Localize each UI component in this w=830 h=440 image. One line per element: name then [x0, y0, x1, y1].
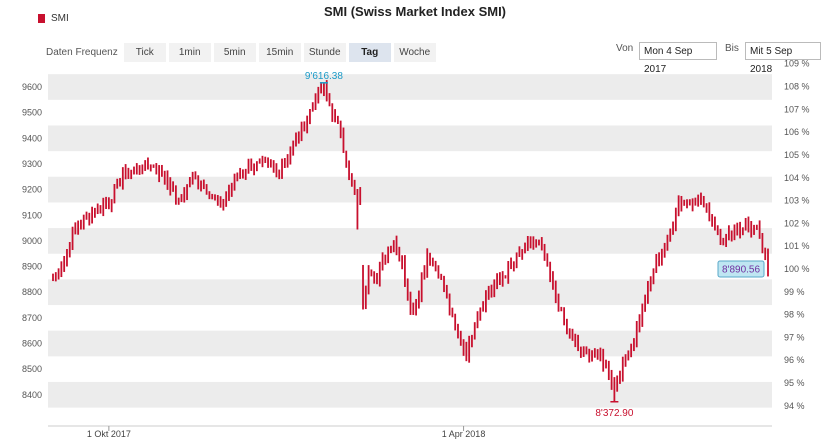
legend[interactable]: SMI	[38, 13, 69, 24]
y2-tick-label: 106 %	[784, 127, 810, 137]
y2-tick-label: 105 %	[784, 150, 810, 160]
y2-tick-label: 94 %	[784, 401, 805, 411]
freq-button-tick[interactable]: Tick	[123, 43, 166, 62]
y-tick-label: 9600	[22, 82, 42, 92]
y-tick-label: 9000	[22, 236, 42, 246]
y-tick-label: 8800	[22, 287, 42, 297]
y2-tick-label: 96 %	[784, 355, 805, 365]
y-tick-label: 9100	[22, 210, 42, 220]
y2-tick-label: 108 %	[784, 82, 810, 92]
last-value-box	[717, 260, 765, 278]
y-tick-label: 8700	[22, 313, 42, 323]
y2-tick-label: 102 %	[784, 218, 810, 228]
freq-button-tag[interactable]: Tag	[348, 43, 391, 62]
from-date-input[interactable]: Mon 4 Sep 2017	[639, 42, 717, 75]
to-label: Bis	[725, 43, 739, 54]
y2-tick-label: 103 %	[784, 196, 810, 206]
freq-button-1min[interactable]: 1min	[168, 43, 211, 62]
y-tick-label: 9500	[22, 108, 42, 118]
legend-label: SMI	[51, 13, 69, 24]
y2-tick-label: 107 %	[784, 104, 810, 114]
to-date-input[interactable]: Mit 5 Sep 2018	[745, 42, 821, 75]
y2-tick-label: 97 %	[784, 332, 805, 342]
y-tick-label: 8400	[22, 390, 42, 400]
y-tick-label: 9400	[22, 133, 42, 143]
y-tick-label: 8600	[22, 339, 42, 349]
y2-tick-label: 95 %	[784, 378, 805, 388]
frequency-label: Daten Frequenz	[46, 47, 118, 58]
y2-tick-label: 101 %	[784, 241, 810, 251]
y2-tick-label: 104 %	[784, 173, 810, 183]
last-value-label: 8'890.56	[722, 264, 760, 275]
y-tick-label: 9300	[22, 159, 42, 169]
x-tick-label: 1 Okt 2017	[87, 429, 131, 439]
frequency-toolbar: Daten Frequenz Tick 1min 5min 15min Stun…	[46, 43, 439, 62]
low-label: 8'372.90	[595, 408, 633, 419]
y2-tick-label: 99 %	[784, 287, 805, 297]
x-tick-label: 1 Apr 2018	[442, 429, 486, 439]
y-tick-label: 8900	[22, 262, 42, 272]
freq-button-stunde[interactable]: Stunde	[303, 43, 346, 62]
y-tick-label: 8500	[22, 364, 42, 374]
freq-button-woche[interactable]: Woche	[393, 43, 436, 62]
y2-tick-label: 100 %	[784, 264, 810, 274]
y2-tick-label: 98 %	[784, 310, 805, 320]
from-label: Von	[616, 43, 634, 54]
y-tick-label: 9200	[22, 185, 42, 195]
grid-band	[48, 176, 772, 203]
grid-band	[48, 381, 772, 408]
freq-button-15min[interactable]: 15min	[258, 43, 301, 62]
grid-band	[48, 125, 772, 152]
freq-button-5min[interactable]: 5min	[213, 43, 256, 62]
legend-swatch	[38, 14, 45, 23]
high-label: 9'616.38	[305, 71, 343, 82]
grid-band	[48, 279, 772, 306]
grid-band	[48, 330, 772, 357]
chart-title: SMI (Swiss Market Index SMI)	[323, 4, 507, 19]
grid-band	[48, 228, 772, 254]
